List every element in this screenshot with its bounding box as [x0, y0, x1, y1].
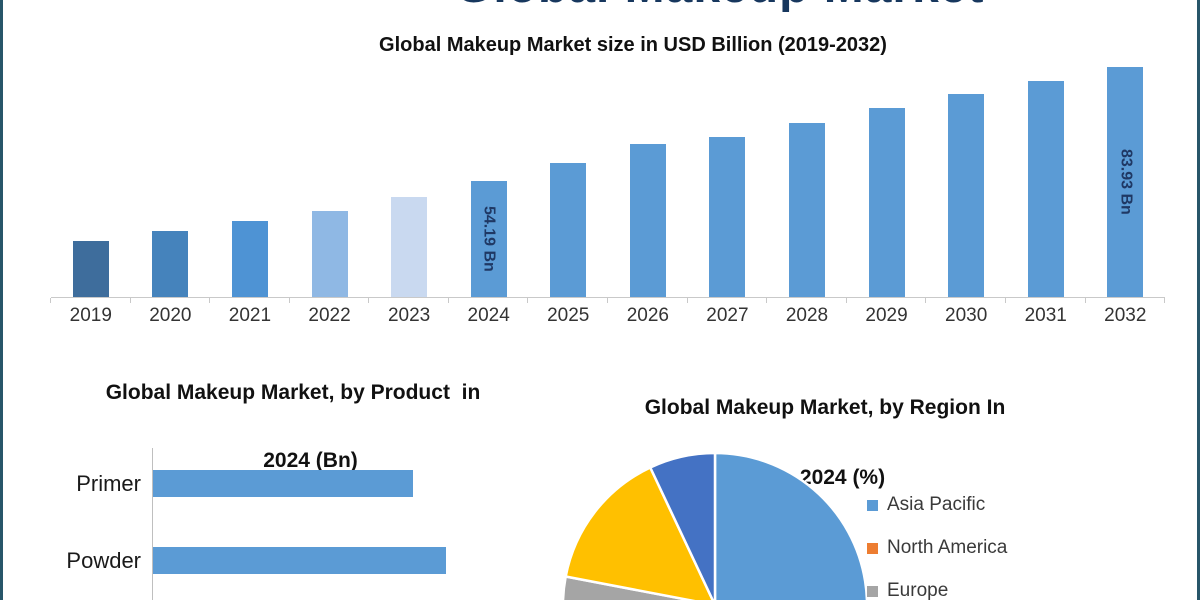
bar-cell-2027	[686, 58, 768, 303]
product-y-axis-line	[152, 448, 153, 600]
axis-tick	[288, 298, 290, 303]
bar-cell-2020	[129, 58, 211, 303]
pie-title-line1: Global Makeup Market, by Region In	[644, 396, 1006, 419]
bar-cell-2028	[766, 58, 847, 303]
bar-2030	[948, 94, 985, 297]
legend-item-europe: Europe	[867, 578, 1007, 600]
pie-graphic	[561, 451, 869, 600]
bar-cell-2025	[527, 58, 608, 303]
bar-cell-2019	[50, 58, 131, 303]
bar-2022	[311, 211, 348, 297]
pie-chart-title: Global Makeup Market, by Region In 2024 …	[600, 390, 1050, 495]
legend-swatch-icon	[867, 499, 878, 511]
x-axis-label-2031: 2031	[1024, 305, 1067, 326]
pie-slice-unlabeled-4	[649, 451, 717, 600]
pie-title-line2: 2024 (%)	[799, 466, 886, 489]
legend-label: Asia Pacific	[887, 494, 986, 515]
bar-cell-2030	[925, 58, 1006, 303]
axis-tick	[845, 298, 847, 303]
bar-cell-2029	[845, 58, 927, 303]
bar-cell-2031	[1004, 58, 1086, 303]
x-axis-label-2027: 2027	[706, 305, 749, 326]
pie-legend: Asia Pacific North America Europe	[867, 492, 1007, 600]
product-bar-primer	[153, 470, 413, 497]
axis-tick	[607, 298, 609, 303]
axis-tick	[527, 298, 529, 303]
x-axis-label-2028: 2028	[785, 305, 829, 326]
product-label-primer: Primer	[76, 471, 141, 496]
bar-2027	[709, 137, 746, 297]
axis-tick	[209, 298, 211, 303]
x-axis-label-2020: 2020	[149, 305, 192, 326]
axis-tick	[129, 298, 131, 303]
legend-label: North America	[887, 537, 1008, 558]
x-axis-label-2025: 2025	[547, 305, 590, 326]
x-axis-labels: 2019 2020 2021 2022 2023 2024 2025 2026 2027 2028…	[51, 305, 1165, 327]
axis-tick	[1084, 298, 1086, 303]
axis-tick	[766, 298, 768, 303]
bar-2026	[629, 144, 666, 297]
bar-2024: 54.19 Bn	[470, 181, 507, 297]
axis-tick	[925, 298, 927, 303]
product-title-line2: 2024 (Bn)	[263, 449, 358, 472]
x-axis-label-2022: 2022	[308, 305, 351, 326]
product-label-powder: Powder	[66, 548, 141, 573]
legend-label: Europe	[887, 580, 949, 600]
x-axis-label-2032: 2032	[1104, 305, 1147, 326]
bar-2028	[788, 123, 825, 297]
product-title-line1: Global Makeup Market, by Product in	[105, 381, 481, 404]
x-axis-label-2023: 2023	[387, 305, 431, 326]
bar-2019	[72, 241, 109, 297]
bar-2025	[550, 163, 587, 297]
bar-2021	[231, 221, 268, 297]
product-bar-powder	[153, 547, 446, 574]
bar-chart-title: Global Makeup Market size in USD Billion…	[379, 34, 887, 56]
product-chart-title: Global Makeup Market, by Product in 2024…	[33, 376, 553, 478]
x-axis-label-2030: 2030	[945, 305, 988, 326]
bar-cell-2032: 83.93 Bn	[1084, 58, 1166, 303]
pie-slice-unlabeled-3	[564, 466, 715, 600]
bar-2031	[1027, 81, 1064, 297]
x-axis-label-2019: 2019	[69, 305, 112, 326]
bar-cell-2021	[209, 58, 290, 303]
legend-swatch-icon	[867, 585, 878, 597]
bar-2032: 83.93 Bn	[1107, 67, 1144, 297]
bar-plot-area: 54.19 Bn 83.93 Bn	[50, 58, 1166, 303]
bar-2023	[391, 197, 428, 297]
bar-2020	[152, 231, 189, 297]
bar-data-label-2032: 83.93 Bn	[1117, 149, 1135, 215]
page-title: Global Makeup Market	[455, 0, 984, 11]
x-axis-label-2021: 2021	[228, 305, 272, 326]
axis-tick	[1164, 298, 1166, 303]
bar-2029	[868, 108, 905, 297]
axis-tick	[1004, 298, 1006, 303]
axis-tick	[368, 298, 370, 303]
x-axis-label-2029: 2029	[865, 305, 908, 326]
bar-data-label-2024: 54.19 Bn	[480, 206, 498, 272]
legend-item-asia-pacific: Asia Pacific	[867, 492, 1007, 518]
axis-tick	[447, 298, 449, 303]
axis-tick	[50, 298, 51, 303]
legend-item-north-america: North America	[867, 535, 1007, 561]
bar-cell-2024: 54.19 Bn	[447, 58, 529, 303]
axis-tick	[686, 298, 688, 303]
bar-cell-2022	[288, 58, 370, 303]
bar-cell-2023	[368, 58, 449, 303]
x-axis-label-2024: 2024	[467, 305, 510, 326]
legend-swatch-icon	[867, 542, 878, 554]
bar-cell-2026	[607, 58, 688, 303]
pie-slice-asia-pacific	[713, 451, 869, 600]
x-axis-label-2026: 2026	[626, 305, 669, 326]
